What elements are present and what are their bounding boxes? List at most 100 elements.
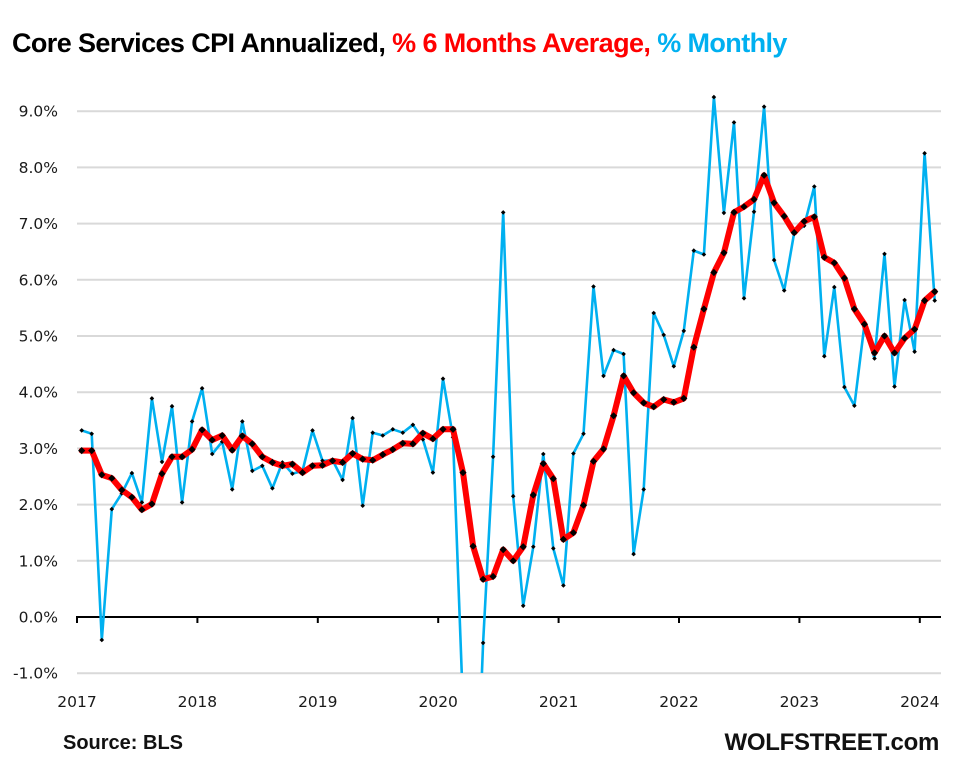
six-month-average-point	[790, 229, 798, 237]
series-monthly	[79, 94, 937, 673]
monthly-point	[169, 403, 175, 409]
monthly-point	[731, 120, 737, 125]
six-month-average-point	[88, 447, 96, 455]
six-month-average-point	[138, 506, 146, 514]
six-month-average-point	[800, 217, 808, 225]
y-tick-label: -1.0%	[13, 665, 58, 683]
six-month-average-point	[720, 249, 728, 257]
six-month-average-point	[670, 398, 678, 406]
six-month-average-point	[469, 542, 477, 550]
monthly-point	[741, 296, 747, 301]
six-month-average-point	[620, 372, 628, 380]
monthly-point	[149, 396, 155, 401]
six-month-average-point	[710, 268, 718, 277]
six-month-average-point	[529, 491, 537, 499]
monthly-point	[681, 328, 687, 334]
monthly-point	[370, 430, 375, 435]
six-month-average-point	[911, 325, 919, 333]
monthly-point	[510, 493, 516, 499]
monthly-point	[520, 603, 526, 609]
source-note: Source: BLS	[63, 732, 184, 754]
six-month-average-point	[318, 461, 327, 469]
six-month-average-point	[439, 425, 447, 433]
monthly-point	[250, 468, 255, 474]
six-month-average-point	[890, 349, 899, 357]
monthly-point	[390, 427, 396, 432]
six-month-average-point	[419, 429, 427, 437]
monthly-point	[199, 386, 205, 391]
six-month-average-point	[148, 500, 156, 508]
monthly-point	[260, 463, 265, 469]
monthly-point	[360, 503, 365, 508]
six-month-average-point	[479, 575, 487, 583]
six-month-average-point	[770, 199, 778, 207]
monthly-point	[561, 583, 566, 588]
monthly-point	[189, 419, 195, 424]
monthly-point	[531, 544, 536, 549]
monthly-point	[109, 506, 115, 512]
brand-watermark: WOLFSTREET.com	[724, 729, 940, 756]
monthly-point	[159, 459, 165, 465]
monthly-point	[229, 487, 235, 492]
six-month-average-point	[278, 462, 286, 470]
x-tick-label: 2018	[178, 693, 217, 711]
monthly-point	[440, 376, 446, 381]
monthly-point	[611, 347, 616, 353]
six-month-average-point	[288, 460, 296, 468]
monthly-point	[551, 546, 556, 551]
monthly-point	[581, 431, 586, 437]
monthly-point	[500, 210, 506, 215]
six-month-average-point	[931, 288, 939, 296]
six-month-average-point	[198, 426, 206, 434]
six-month-average-point	[128, 493, 136, 501]
y-tick-label: 4.0%	[19, 384, 58, 402]
six-month-average-point	[599, 445, 608, 453]
monthly-point	[842, 384, 847, 390]
six-month-average-point	[339, 458, 347, 467]
six-month-average-point	[700, 305, 708, 313]
monthly-point	[410, 422, 416, 428]
six-month-average-point	[459, 469, 467, 477]
series-six-month-avg	[78, 171, 939, 583]
six-month-average-point	[780, 212, 788, 220]
six-month-average-point	[308, 462, 317, 470]
monthly-point	[761, 104, 767, 109]
six-month-average-point	[750, 195, 758, 203]
six-month-average-point	[208, 436, 216, 444]
x-tick-label: 2020	[418, 693, 457, 711]
monthly-point	[219, 439, 225, 444]
monthly-point	[541, 451, 546, 457]
monthly-point	[490, 454, 496, 460]
monthly-point	[320, 458, 325, 464]
monthly-point	[922, 151, 927, 156]
monthly-point	[290, 471, 295, 476]
six-month-average-point	[188, 445, 196, 454]
y-tick-label: 5.0%	[19, 328, 58, 346]
monthly-point	[340, 477, 345, 483]
six-month-average-point	[860, 320, 868, 328]
six-month-average-point	[539, 460, 547, 468]
monthly-point	[701, 252, 707, 257]
six-month-average-point	[78, 447, 86, 455]
six-month-average-point	[549, 475, 557, 483]
six-month-average-point	[168, 453, 176, 461]
six-month-average-point	[489, 572, 497, 581]
monthly-point	[771, 257, 777, 263]
y-tick-label: 7.0%	[19, 215, 58, 233]
monthly-point	[430, 470, 436, 475]
six-month-average-point	[158, 470, 166, 478]
six-month-average-point	[559, 535, 567, 543]
chart-title-monthly: % Monthly	[657, 28, 787, 58]
monthly-point	[240, 419, 245, 424]
x-tick-label: 2017	[57, 693, 96, 711]
six-month-average-point	[569, 529, 577, 537]
six-month-average-point	[379, 451, 387, 459]
series	[78, 94, 939, 673]
monthly-point	[310, 428, 315, 433]
six-month-average-point	[238, 432, 246, 440]
chart-title-six-month-average: % 6 Months Average,	[392, 28, 658, 58]
monthly-point	[721, 210, 727, 216]
y-tick-label: 6.0%	[19, 271, 58, 289]
six-month-average-point	[830, 259, 838, 267]
six-month-average-point	[369, 456, 377, 464]
